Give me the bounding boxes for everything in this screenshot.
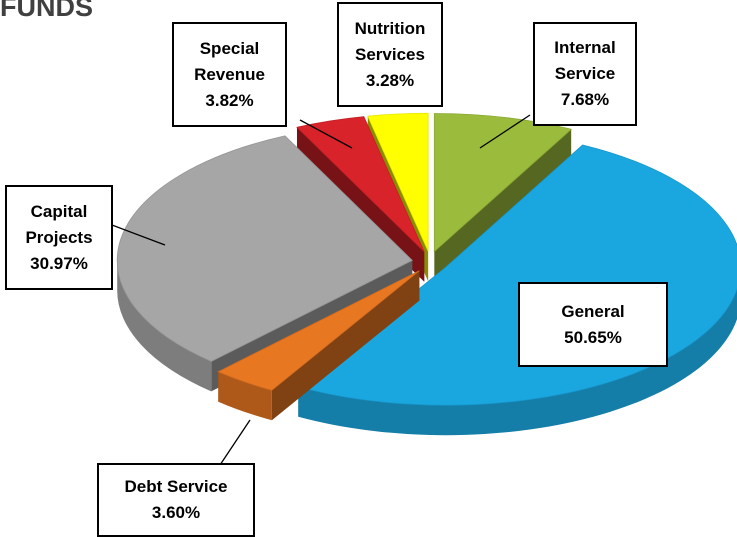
leader-line [219, 419, 251, 466]
slice-side [218, 371, 272, 421]
value-label: 30.97% [30, 253, 88, 273]
category-label: Capital Projects [25, 201, 93, 247]
slice [367, 112, 429, 252]
leader-line [479, 114, 531, 149]
slice [433, 113, 573, 253]
value-label: 3.28% [365, 70, 415, 90]
category-label: Special Revenue [194, 38, 265, 84]
category-label: Nutrition Services [354, 18, 426, 64]
chart-title: FUNDS [0, 0, 93, 22]
data-label: Nutrition Services 3.28% [337, 2, 443, 107]
slice-side [298, 288, 737, 436]
category-label: Internal Service [554, 38, 616, 83]
data-label: Capital Projects 30.97% [5, 185, 113, 290]
leader-lines [111, 114, 531, 466]
data-label: Debt Service 3.60% [97, 463, 255, 537]
slice [217, 270, 420, 391]
leader-line [299, 119, 353, 149]
data-label: Internal Service 7.68% [533, 22, 637, 126]
pie [116, 112, 737, 436]
category-label: General [561, 301, 625, 321]
category-label: Debt Service [124, 477, 228, 496]
leader-line [111, 224, 166, 246]
value-label: 50.65% [564, 327, 622, 347]
value-label: 7.68% [560, 90, 610, 109]
slice-side [434, 129, 572, 282]
slice [296, 116, 425, 253]
data-label: General 50.65% [518, 282, 668, 367]
data-label: Special Revenue 3.82% [172, 22, 287, 127]
slice-side [117, 260, 212, 392]
value-label: 3.60% [151, 503, 201, 522]
value-label: 3.82% [205, 90, 254, 110]
slice [116, 135, 413, 362]
